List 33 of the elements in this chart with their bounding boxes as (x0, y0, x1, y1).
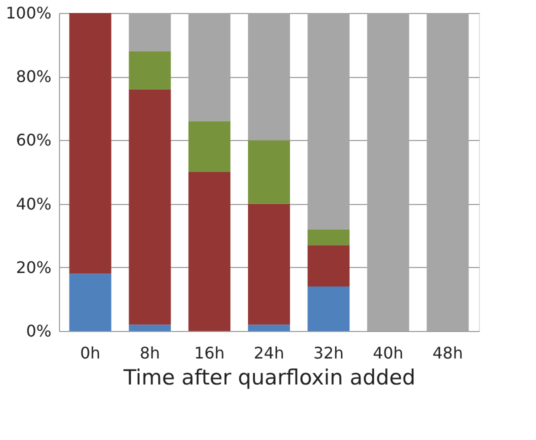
y-tick-label: 100% (6, 4, 52, 22)
y-tick-label: 40% (16, 194, 52, 214)
bar (128, 324, 171, 331)
bar (248, 13, 290, 140)
x-tick-label: 24h (254, 344, 284, 362)
y-tick-label: 60% (16, 130, 52, 150)
bar (426, 13, 469, 331)
bar (188, 121, 230, 172)
x-tick-label: 40h (372, 344, 404, 362)
bar (128, 13, 171, 52)
y-tick-label: 20% (16, 258, 52, 277)
y-tick-label: 0% (26, 322, 52, 340)
bar (308, 245, 350, 286)
x-tick-label: 0h (80, 344, 100, 362)
bar (248, 324, 290, 331)
bar (308, 229, 350, 246)
y-tick-label: 80% (16, 67, 52, 86)
x-tick-label: 16h (194, 344, 225, 362)
bar (188, 13, 230, 122)
bar (308, 13, 350, 230)
x-axis-title: Time after quarfloxin added (122, 366, 416, 390)
x-tick-label: 32h (313, 344, 344, 362)
bar (308, 286, 350, 331)
bar (69, 274, 112, 331)
bar (248, 204, 290, 325)
x-tick-label: 8h (140, 344, 160, 362)
bar (69, 13, 112, 274)
bar (128, 89, 171, 325)
bar (128, 51, 171, 90)
bar (367, 13, 410, 331)
bar (248, 140, 290, 204)
bar (188, 172, 230, 331)
x-tick-label: 48h (432, 344, 463, 362)
